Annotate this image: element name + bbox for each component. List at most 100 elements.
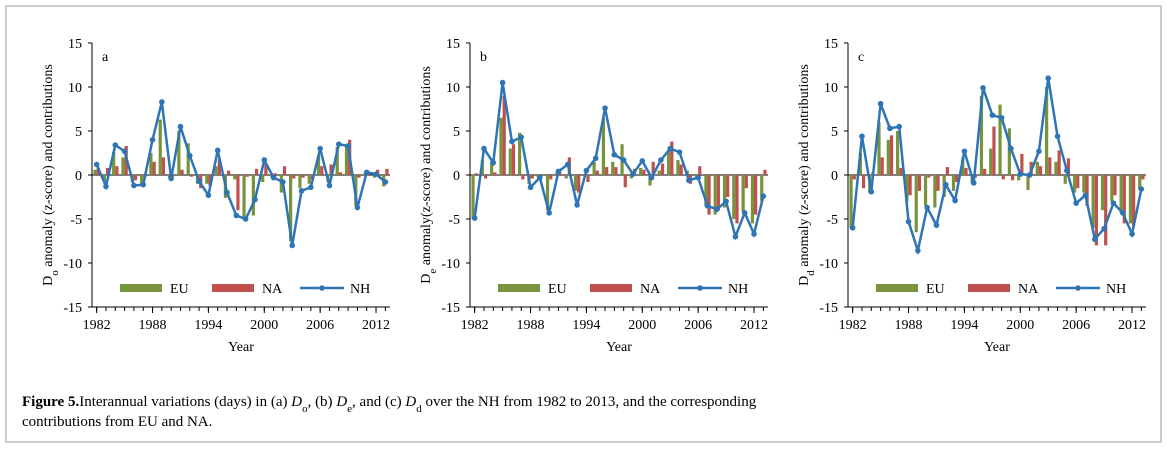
- line-marker: [363, 169, 370, 176]
- line-marker: [242, 216, 249, 222]
- line-marker: [887, 125, 893, 132]
- x-tick-label: 2000: [250, 318, 278, 333]
- legend-swatch: [590, 284, 632, 292]
- bar: [273, 173, 277, 175]
- y-title-sub: d: [805, 270, 817, 276]
- bar: [852, 175, 856, 180]
- line-marker: [261, 157, 268, 163]
- bar: [208, 175, 212, 186]
- bar: [889, 135, 894, 175]
- y-tick-label: 5: [75, 125, 82, 140]
- bar: [1063, 175, 1067, 184]
- line-marker: [308, 184, 314, 191]
- line-marker: [1008, 145, 1014, 152]
- bar: [679, 164, 683, 175]
- y-tick-label: -5: [448, 213, 460, 228]
- line-marker: [896, 123, 903, 130]
- bar: [96, 167, 100, 175]
- bar: [614, 167, 618, 175]
- line-marker: [1138, 186, 1145, 192]
- bar: [493, 172, 497, 175]
- panel: -15 -10 -5 0 5 10 15 1982 1988 1994 2000 2006 2012 Ye…: [41, 37, 390, 355]
- bar: [508, 148, 512, 175]
- line-marker: [270, 174, 277, 181]
- line-marker: [1026, 172, 1033, 178]
- line-marker: [574, 202, 580, 208]
- bar: [236, 175, 240, 211]
- line-marker: [602, 105, 608, 111]
- panel-label: a: [102, 50, 109, 65]
- bar: [964, 167, 968, 175]
- y-title-text: anomaly (z-score) and contributions: [797, 64, 812, 270]
- line-marker: [686, 177, 692, 184]
- line-marker: [980, 85, 986, 91]
- y-tick-label: 15: [68, 37, 82, 52]
- y-tick-label: 10: [446, 81, 460, 96]
- bar: [177, 131, 181, 175]
- bar: [545, 175, 550, 211]
- x-tick-label: 1982: [461, 318, 489, 333]
- bar: [998, 104, 1002, 175]
- bar: [1100, 175, 1105, 211]
- y-title-sub: e: [427, 269, 439, 274]
- bar: [707, 175, 711, 215]
- y-tick-label: 5: [453, 125, 460, 140]
- bar: [1038, 166, 1043, 175]
- line-marker: [849, 225, 856, 231]
- bar: [732, 175, 736, 219]
- bar: [905, 175, 909, 202]
- bar: [877, 122, 881, 175]
- y-tick-label: 0: [75, 169, 82, 184]
- line-marker: [233, 212, 240, 219]
- y-axis-title: De anomaly(z-score) and contributions: [419, 66, 439, 284]
- line-marker: [989, 112, 996, 118]
- bar: [1076, 175, 1080, 189]
- y-title-text: anomaly(z-score) and contributions: [419, 66, 434, 269]
- line-marker: [760, 193, 767, 199]
- line-marker: [942, 181, 949, 188]
- bar: [1048, 157, 1052, 175]
- bar: [335, 146, 339, 175]
- line-marker: [382, 179, 389, 185]
- line-marker: [168, 175, 174, 182]
- line-marker: [998, 115, 1005, 121]
- bar: [105, 167, 110, 175]
- line-marker: [639, 158, 646, 164]
- y-tick-label: -10: [441, 257, 460, 272]
- x-tick-label: 1988: [895, 318, 923, 333]
- bar: [722, 175, 727, 208]
- bar: [667, 150, 671, 175]
- bar: [601, 117, 606, 175]
- bar: [886, 139, 890, 175]
- line: [473, 82, 765, 241]
- caption-var: D: [335, 394, 347, 410]
- x-tick-label: 1988: [517, 318, 545, 333]
- y-tick-label: 0: [453, 169, 460, 184]
- line-marker: [224, 189, 230, 196]
- caption-sub: d: [416, 403, 422, 415]
- bar: [670, 141, 674, 175]
- bar: [558, 173, 562, 175]
- line-marker: [1082, 192, 1089, 199]
- line-marker: [280, 179, 286, 185]
- legend-swatch: [120, 284, 162, 292]
- bar: [676, 160, 680, 175]
- x-tick-label: 2006: [684, 318, 712, 333]
- bar: [251, 175, 255, 216]
- line-marker: [877, 100, 884, 107]
- bar: [657, 170, 661, 175]
- bar: [639, 167, 643, 175]
- bar: [1035, 161, 1039, 175]
- bar: [1054, 161, 1058, 175]
- line-marker: [611, 151, 618, 158]
- legend-marker: [697, 285, 703, 291]
- line-marker: [298, 188, 305, 194]
- legend-swatch: [968, 284, 1010, 292]
- bar: [1094, 175, 1098, 246]
- line-marker: [537, 174, 543, 181]
- bar: [629, 175, 633, 179]
- line-marker: [490, 159, 497, 166]
- bar: [152, 161, 156, 175]
- bar: [320, 166, 324, 175]
- x-axis-title: Year: [984, 340, 1010, 355]
